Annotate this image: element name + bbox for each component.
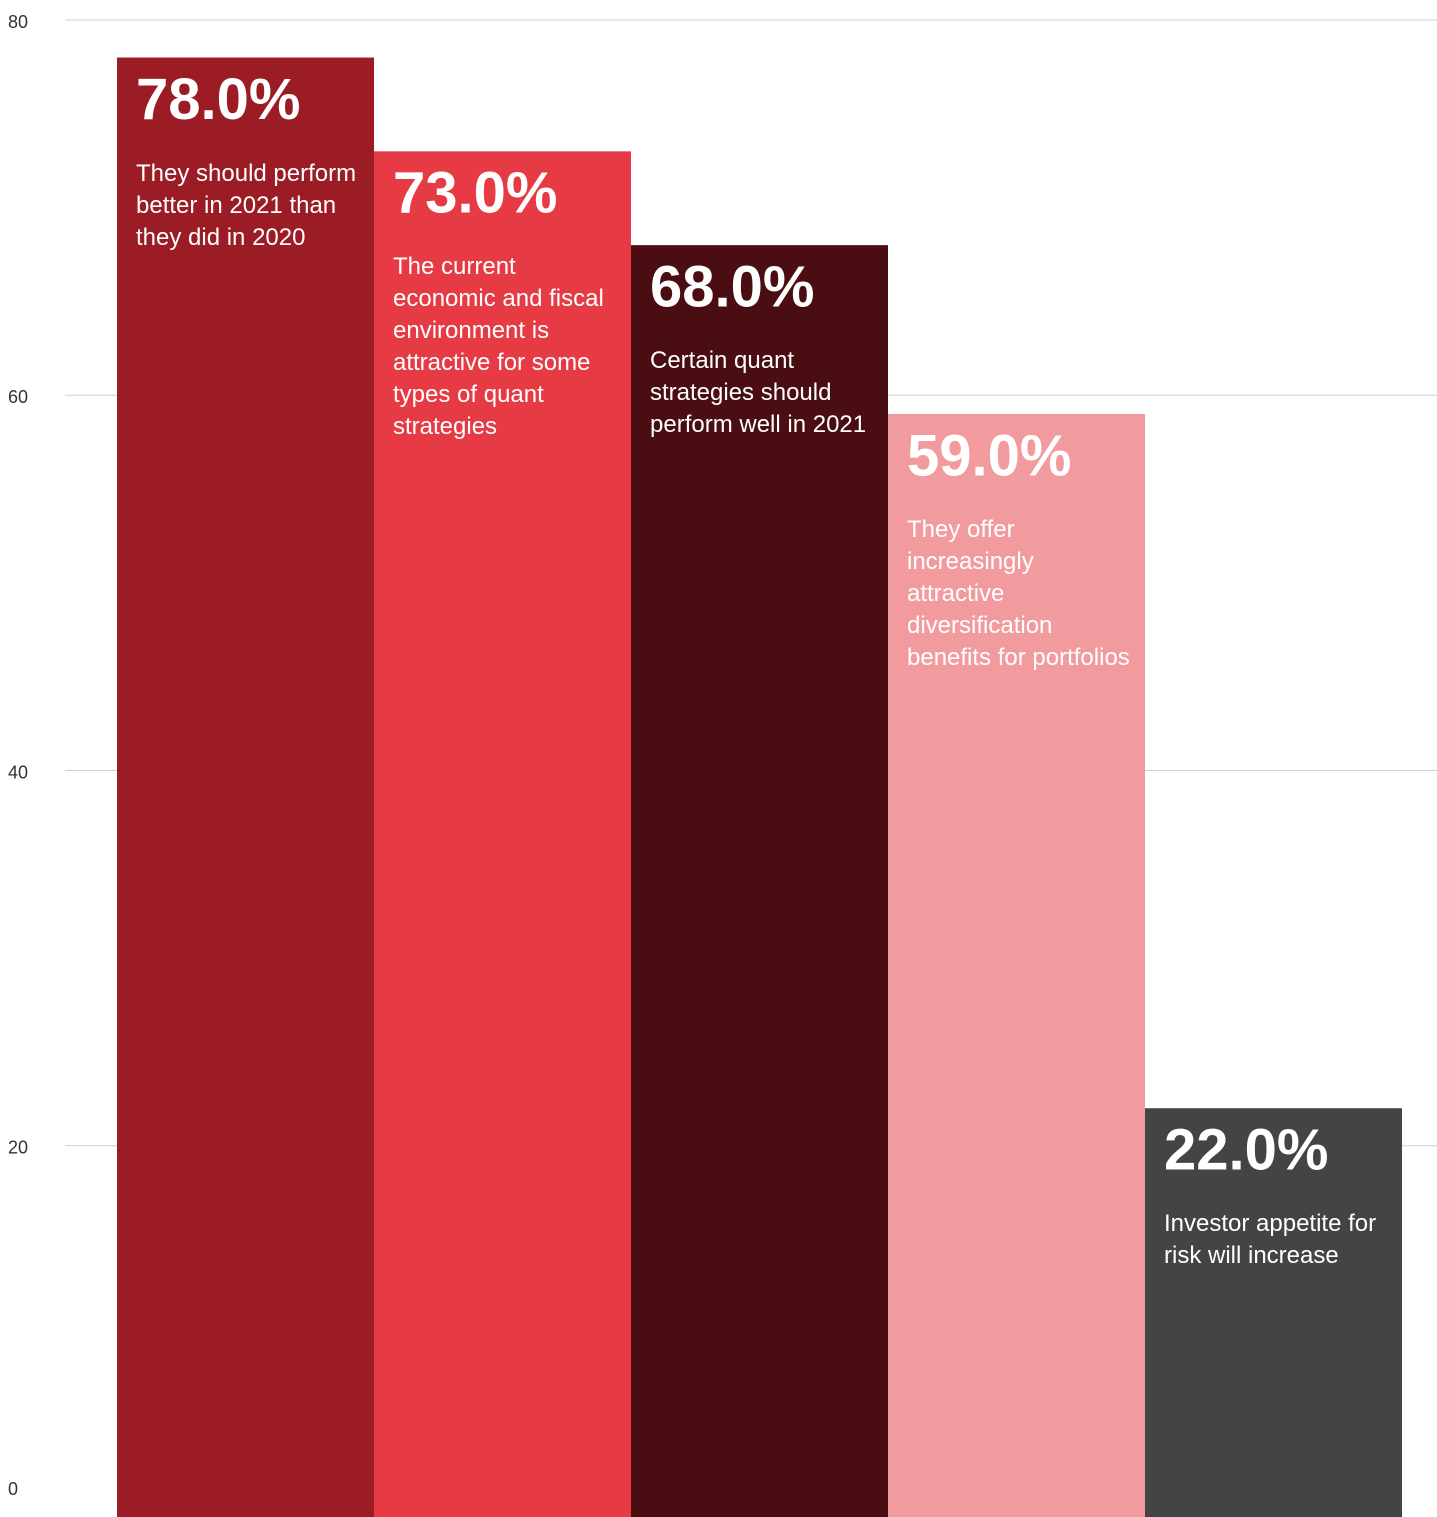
category-label: They should perform better in 2021 than … xyxy=(136,159,357,251)
value-label: 78.0% xyxy=(136,67,300,132)
bar xyxy=(631,245,888,1517)
bar-description: They should perform better in 2021 than … xyxy=(136,159,357,251)
value-label: 73.0% xyxy=(393,161,557,226)
category-label: Investor appetite for risk will increase xyxy=(1164,1210,1377,1270)
bar-description: Certain quant strategies should perform … xyxy=(650,347,867,439)
bar xyxy=(374,151,631,1517)
bar-description: Investor appetite for risk will increase xyxy=(1164,1210,1377,1270)
y-tick-label: 20 xyxy=(8,1138,28,1158)
category-label: Certain quant strategies should perform … xyxy=(650,347,867,439)
value-label: 59.0% xyxy=(907,423,1071,488)
value-label: 68.0% xyxy=(650,254,814,319)
bar-description: They offer increasingly attractive diver… xyxy=(907,516,1130,671)
bar xyxy=(117,57,374,1517)
bar xyxy=(1145,1108,1402,1517)
bar xyxy=(888,414,1145,1517)
category-label: The current economic and fiscal environm… xyxy=(393,253,604,441)
y-tick-label: 40 xyxy=(8,762,28,782)
value-label: 22.0% xyxy=(1164,1118,1328,1183)
y-tick-label: 60 xyxy=(8,387,28,407)
y-tick-label: 80 xyxy=(8,12,28,32)
category-label: They offer increasingly attractive diver… xyxy=(907,516,1130,671)
bar-description: The current economic and fiscal environm… xyxy=(393,253,604,441)
y-tick-label: 0 xyxy=(8,1479,18,1499)
